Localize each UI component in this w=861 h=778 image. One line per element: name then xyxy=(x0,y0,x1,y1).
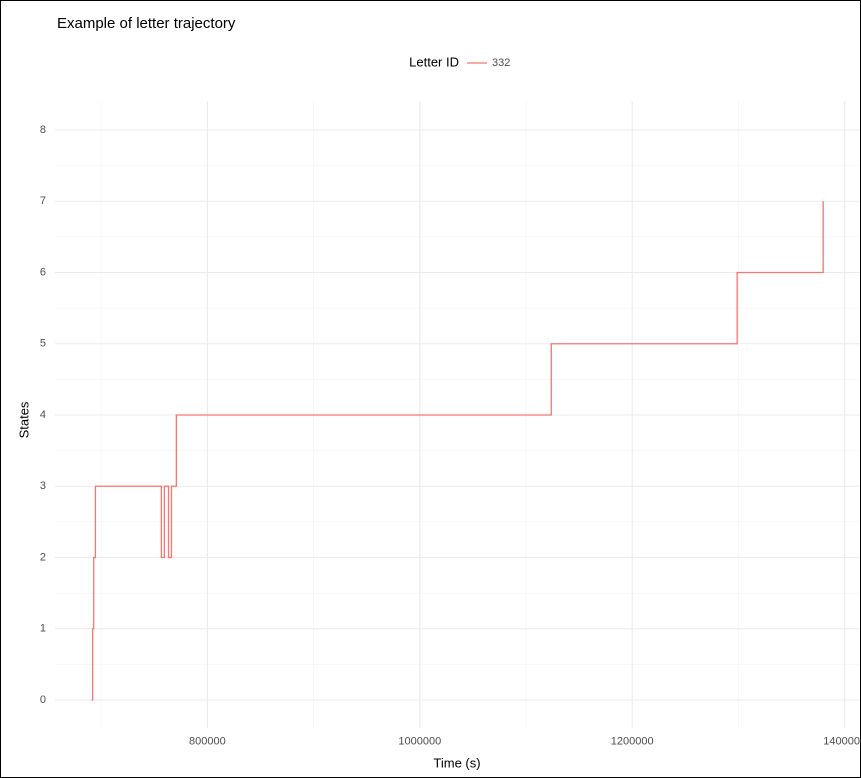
y-tick-label: 0 xyxy=(40,694,46,706)
y-tick-label: 1 xyxy=(40,623,46,635)
legend-label: 332 xyxy=(492,57,510,69)
y-tick-label: 7 xyxy=(40,195,46,207)
y-tick-label: 5 xyxy=(40,338,46,350)
y-tick-label: 6 xyxy=(40,266,46,278)
x-axis-title: Time (s) xyxy=(433,755,480,770)
y-tick-label: 4 xyxy=(40,409,46,421)
y-tick-label: 8 xyxy=(40,124,46,136)
y-tick-label: 2 xyxy=(40,551,46,563)
data-line xyxy=(91,201,824,701)
x-tick-label: 800000 xyxy=(189,735,226,747)
x-tick-label: 1000000 xyxy=(398,735,441,747)
legend-title: Letter ID xyxy=(409,54,459,69)
chart-title: Example of letter trajectory xyxy=(57,15,236,32)
y-tick-label: 3 xyxy=(40,480,46,492)
x-tick-label: 1200000 xyxy=(611,735,654,747)
y-axis-title: States xyxy=(16,401,31,438)
x-tick-label: 1400000 xyxy=(823,735,861,747)
